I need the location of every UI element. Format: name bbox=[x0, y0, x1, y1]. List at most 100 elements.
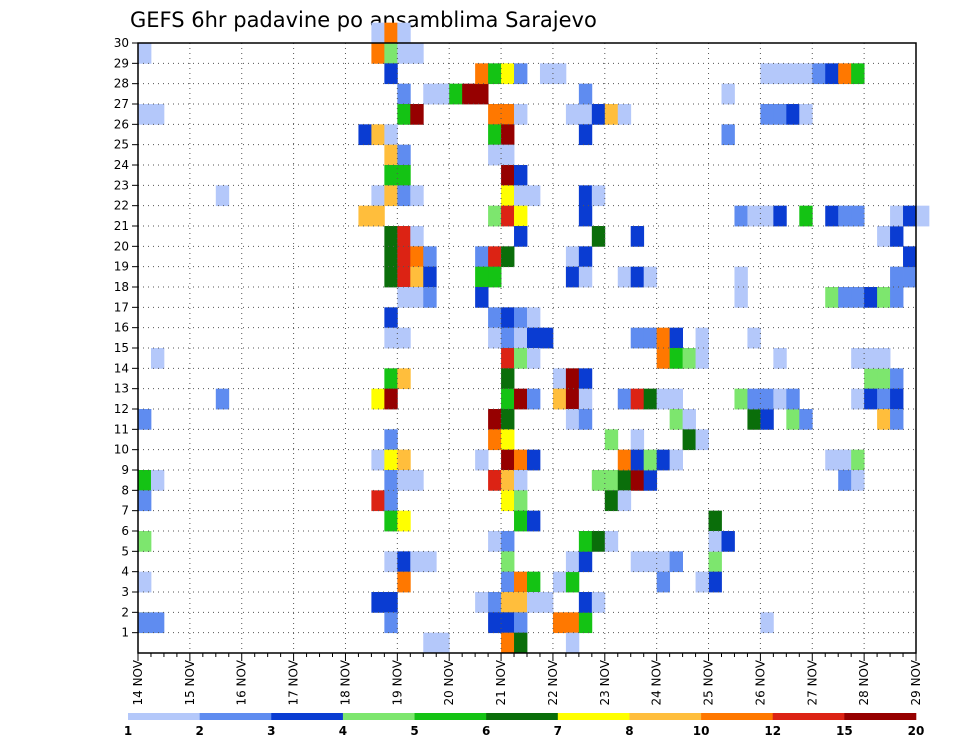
heatmap-cell bbox=[150, 612, 165, 634]
heatmap-cell bbox=[643, 551, 658, 573]
heatmap-cell bbox=[384, 490, 398, 512]
heatmap-cell bbox=[488, 612, 502, 634]
heatmap-cell bbox=[643, 388, 658, 410]
x-tick-label: 25 NOV bbox=[702, 659, 716, 705]
heatmap-cell bbox=[695, 429, 709, 451]
heatmap-cell bbox=[371, 388, 385, 410]
y-tick-label: 11 bbox=[114, 422, 129, 436]
colorbar-tick-label: 12 bbox=[764, 724, 781, 738]
heatmap-cell bbox=[565, 104, 580, 125]
heatmap-cell bbox=[721, 531, 735, 552]
heatmap-cell bbox=[384, 246, 398, 268]
colorbar-tick-label: 15 bbox=[836, 724, 853, 738]
heatmap-cell bbox=[591, 592, 606, 613]
heatmap-cell bbox=[397, 287, 411, 308]
y-tick-label: 3 bbox=[121, 585, 129, 599]
heatmap-cell bbox=[786, 63, 800, 85]
heatmap-cell bbox=[384, 510, 398, 532]
heatmap-cell bbox=[384, 144, 398, 166]
heatmap-cell bbox=[643, 327, 658, 349]
heatmap-cell bbox=[488, 592, 502, 613]
heatmap-cell bbox=[877, 287, 891, 308]
heatmap-cell bbox=[138, 490, 152, 512]
heatmap-cell bbox=[903, 205, 917, 227]
heatmap-cell bbox=[838, 470, 852, 491]
y-tick-label: 6 bbox=[121, 524, 129, 538]
heatmap-cell bbox=[397, 510, 411, 532]
heatmap-cell bbox=[215, 388, 230, 410]
heatmap-cell bbox=[488, 266, 502, 288]
heatmap-cell bbox=[617, 266, 632, 288]
heatmap-cell bbox=[565, 388, 580, 410]
y-tick-label: 19 bbox=[114, 260, 129, 274]
heatmap-cell bbox=[514, 470, 528, 491]
heatmap-cell bbox=[786, 388, 800, 410]
heatmap-cell bbox=[565, 632, 580, 654]
heatmap-cell bbox=[501, 246, 515, 268]
heatmap-cell bbox=[864, 348, 878, 369]
heatmap-cell bbox=[501, 388, 515, 410]
heatmap-cell bbox=[371, 592, 385, 613]
x-tick-label: 28 NOV bbox=[857, 659, 871, 705]
y-tick-label: 17 bbox=[114, 300, 129, 314]
heatmap-cell bbox=[760, 388, 774, 410]
heatmap-cell bbox=[527, 307, 541, 329]
y-tick-label: 25 bbox=[114, 138, 129, 152]
heatmap-cell bbox=[630, 327, 645, 349]
heatmap-cell bbox=[578, 246, 593, 268]
x-tick-label: 27 NOV bbox=[805, 659, 819, 705]
heatmap-cell bbox=[501, 632, 515, 654]
heatmap-cell bbox=[890, 368, 904, 390]
x-tick-label: 18 NOV bbox=[338, 659, 352, 705]
heatmap-cell bbox=[565, 409, 580, 430]
heatmap-cell bbox=[851, 205, 865, 227]
heatmap-cell bbox=[656, 388, 671, 410]
heatmap-cell bbox=[449, 83, 463, 105]
heatmap-cell bbox=[617, 104, 632, 125]
heatmap-cell bbox=[851, 348, 865, 369]
heatmap-cell bbox=[604, 490, 619, 512]
heatmap-cell bbox=[527, 571, 541, 593]
heatmap-cell bbox=[501, 327, 515, 349]
heatmap-cell bbox=[604, 429, 619, 451]
heatmap-cell bbox=[410, 104, 424, 125]
heatmap-cell bbox=[916, 205, 930, 227]
heatmap-cell bbox=[150, 470, 165, 491]
heatmap-cell bbox=[384, 307, 398, 329]
heatmap-cell bbox=[851, 63, 865, 85]
heatmap-cell bbox=[656, 327, 671, 349]
heatmap-cell bbox=[423, 551, 437, 573]
heatmap-cell bbox=[410, 266, 424, 288]
heatmap-cell bbox=[501, 429, 515, 451]
heatmap-cell bbox=[591, 104, 606, 125]
heatmap-cell bbox=[708, 531, 722, 552]
y-tick-label: 7 bbox=[121, 504, 129, 518]
heatmap-cell bbox=[514, 63, 528, 85]
colorbar-segment bbox=[772, 713, 845, 720]
heatmap-cell bbox=[488, 429, 502, 451]
heatmap-cell bbox=[695, 348, 709, 369]
heatmap-cell bbox=[552, 612, 567, 634]
heatmap-cell bbox=[475, 63, 489, 85]
colorbar-segment bbox=[557, 713, 630, 720]
heatmap-cell bbox=[371, 205, 385, 227]
heatmap-cell bbox=[423, 287, 437, 308]
y-tick-label: 22 bbox=[114, 199, 129, 213]
x-tick-label: 22 NOV bbox=[546, 659, 560, 705]
heatmap-cell bbox=[695, 327, 709, 349]
y-tick-label: 13 bbox=[114, 382, 129, 396]
heatmap-cell bbox=[890, 266, 904, 288]
x-tick-label: 21 NOV bbox=[494, 659, 508, 705]
heatmap-cell bbox=[682, 429, 696, 451]
heatmap-cell bbox=[864, 368, 878, 390]
heatmap-cell bbox=[423, 246, 437, 268]
heatmap-cell bbox=[527, 348, 541, 369]
heatmap-cell bbox=[565, 551, 580, 573]
heatmap-cell bbox=[747, 327, 761, 349]
heatmap-cell bbox=[410, 470, 424, 491]
heatmap-cell bbox=[462, 83, 476, 105]
heatmap-cell bbox=[877, 226, 891, 247]
heatmap-cell bbox=[423, 83, 437, 105]
heatmap-cells bbox=[138, 22, 930, 654]
heatmap-cell bbox=[708, 571, 722, 593]
